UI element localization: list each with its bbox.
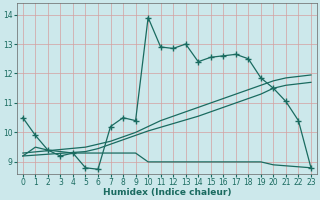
X-axis label: Humidex (Indice chaleur): Humidex (Indice chaleur) <box>103 188 231 197</box>
